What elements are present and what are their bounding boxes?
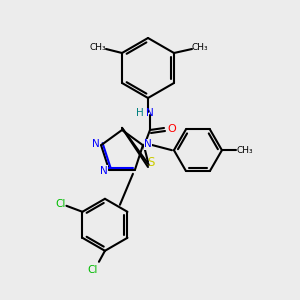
Text: CH₃: CH₃	[237, 146, 253, 155]
Text: N: N	[146, 108, 154, 118]
Text: N: N	[144, 139, 152, 149]
Text: N: N	[92, 139, 100, 149]
Text: CH₃: CH₃	[192, 43, 208, 52]
Text: H: H	[136, 108, 144, 118]
Text: S: S	[147, 157, 155, 169]
Text: Cl: Cl	[88, 265, 98, 275]
Text: CH₃: CH₃	[90, 43, 106, 52]
Text: O: O	[168, 124, 176, 134]
Text: Cl: Cl	[55, 199, 66, 209]
Text: N: N	[100, 166, 108, 176]
